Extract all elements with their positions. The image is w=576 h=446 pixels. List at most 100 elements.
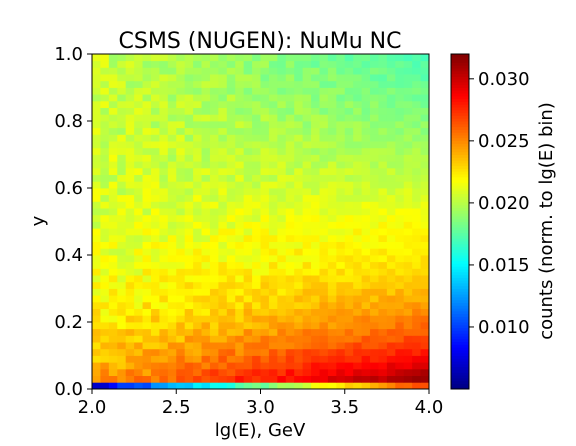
heatmap-cell: [268, 161, 278, 169]
heatmap-cell: [370, 94, 379, 102]
heatmap-cell: [142, 74, 152, 82]
heatmap-cell: [395, 94, 405, 102]
heatmap-cell: [353, 194, 363, 202]
heatmap-cell: [395, 107, 405, 115]
heatmap-cell: [243, 147, 253, 155]
heatmap-cell: [252, 382, 261, 390]
heatmap-cell: [294, 181, 304, 189]
heatmap-cell: [142, 295, 152, 303]
heatmap-cell: [252, 275, 261, 283]
heatmap-cell: [167, 54, 177, 62]
heatmap-cell: [108, 214, 118, 222]
heatmap-cell: [386, 255, 396, 263]
heatmap-cell: [142, 188, 152, 196]
heatmap-cell: [150, 74, 160, 82]
heatmap-cell: [353, 54, 363, 62]
heatmap-cell: [108, 80, 118, 88]
heatmap-cell: [218, 188, 228, 196]
heatmap-cell: [344, 255, 354, 263]
heatmap-cell: [370, 154, 379, 162]
heatmap-cell: [353, 288, 363, 296]
heatmap-cell: [150, 121, 160, 129]
heatmap-cell: [294, 382, 304, 390]
heatmap-cell: [378, 275, 388, 283]
heatmap-cell: [134, 74, 143, 82]
heatmap-cell: [370, 87, 379, 95]
heatmap-cell: [260, 127, 270, 135]
heatmap-cell: [184, 355, 194, 363]
heatmap-cell: [412, 134, 421, 142]
colorbar-segment: [451, 271, 469, 276]
heatmap-cell: [370, 60, 379, 68]
heatmap-cell: [201, 268, 211, 276]
heatmap-cell: [235, 194, 245, 202]
heatmap-cell: [108, 255, 118, 263]
heatmap-cell: [378, 228, 388, 236]
heatmap-cell: [395, 368, 405, 376]
heatmap-cell: [150, 221, 160, 229]
heatmap-cell: [361, 368, 371, 376]
heatmap-cell: [311, 275, 320, 283]
heatmap-cell: [226, 335, 236, 343]
heatmap-cell: [193, 121, 202, 129]
heatmap-cell: [167, 167, 177, 175]
heatmap-cell: [167, 87, 177, 95]
heatmap-cell: [218, 322, 228, 330]
heatmap-cell: [336, 134, 346, 142]
colorbar-segment: [451, 330, 469, 334]
heatmap-cell: [420, 288, 430, 296]
heatmap-cell: [378, 241, 388, 249]
heatmap-cell: [268, 234, 278, 242]
heatmap-cell: [100, 60, 110, 68]
heatmap-cell: [184, 255, 194, 263]
heatmap-cell: [167, 295, 177, 303]
heatmap-cell: [277, 154, 287, 162]
heatmap-cell: [370, 114, 379, 122]
heatmap-cell: [100, 134, 110, 142]
colorbar-segment: [451, 232, 469, 236]
heatmap-cell: [134, 161, 143, 169]
heatmap-cell: [294, 248, 304, 256]
heatmap-cell: [134, 121, 143, 129]
heatmap-cell: [218, 100, 228, 108]
heatmap-cell: [361, 194, 371, 202]
heatmap-cell: [226, 368, 236, 376]
colorbar-segment: [451, 238, 469, 242]
heatmap-cell: [302, 114, 312, 122]
heatmap-cell: [268, 174, 278, 182]
heatmap-cell: [370, 147, 379, 155]
heatmap-cell: [336, 127, 346, 135]
heatmap-cell: [285, 368, 295, 376]
heatmap-cell: [386, 342, 396, 350]
heatmap-cell: [319, 301, 329, 309]
heatmap-cell: [420, 134, 430, 142]
colorbar-segment: [451, 302, 469, 306]
heatmap-cell: [420, 94, 430, 102]
heatmap-cell: [319, 167, 329, 175]
heatmap-cell: [370, 161, 379, 169]
heatmap-cell: [125, 375, 135, 383]
heatmap-cell: [361, 301, 371, 309]
heatmap-cell: [159, 275, 169, 283]
heatmap-cell: [294, 194, 304, 202]
heatmap-cell: [285, 301, 295, 309]
heatmap-cell: [243, 248, 253, 256]
heatmap-cell: [167, 348, 177, 356]
heatmap-cell: [218, 288, 228, 296]
heatmap-cell: [125, 281, 135, 289]
heatmap-cell: [125, 214, 135, 222]
heatmap-cell: [378, 268, 388, 276]
heatmap-cell: [294, 335, 304, 343]
heatmap-cell: [209, 261, 219, 269]
heatmap-cell: [243, 322, 253, 330]
heatmap-cell: [420, 315, 430, 323]
heatmap-cell: [344, 261, 354, 269]
heatmap-cell: [378, 74, 388, 82]
heatmap-cell: [150, 147, 160, 155]
heatmap-cell: [159, 355, 169, 363]
heatmap-cell: [294, 147, 304, 155]
heatmap-cell: [311, 248, 320, 256]
heatmap-cell: [361, 107, 371, 115]
heatmap-cell: [209, 167, 219, 175]
heatmap-cell: [218, 67, 228, 75]
